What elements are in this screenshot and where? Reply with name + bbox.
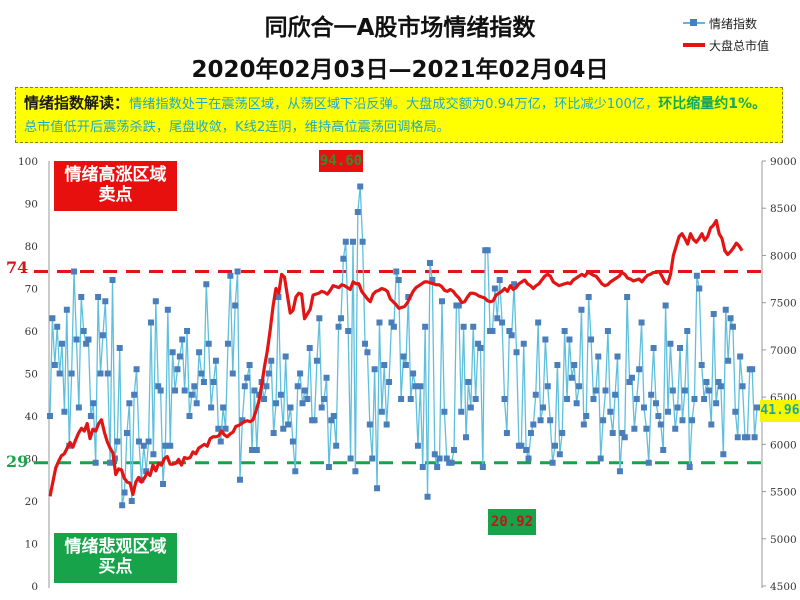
red-line-icon — [683, 43, 705, 47]
note-label: 情绪指数解读： — [24, 94, 130, 112]
sentiment-markers — [47, 183, 760, 509]
svg-text:5500: 5500 — [770, 487, 797, 499]
high-zone-action: 卖点 — [98, 185, 133, 205]
legend-item-sentiment: 情绪指数 — [683, 12, 769, 34]
note-highlight: 环比缩量约1%。 — [658, 96, 767, 112]
svg-text:4500: 4500 — [770, 581, 797, 593]
interpretation-note: 情绪指数解读：情绪指数处于在震荡区域，从荡区域下沿反弹。大盘成交额为0.94万亿… — [15, 87, 783, 143]
svg-text:7000: 7000 — [770, 345, 797, 357]
svg-text:20: 20 — [25, 496, 38, 508]
legend-item-market-cap: 大盘总市值 — [683, 34, 769, 56]
low-level-label: 29 — [6, 452, 29, 471]
market-cap-line — [48, 218, 744, 497]
low-zone-action: 买点 — [98, 557, 133, 577]
svg-text:7500: 7500 — [770, 298, 797, 310]
svg-text:0: 0 — [31, 581, 38, 593]
svg-text:60: 60 — [25, 326, 38, 338]
high-zone-title: 情绪高涨区域 — [64, 165, 167, 185]
legend-label-sentiment: 情绪指数 — [709, 16, 758, 31]
latest-value-tag: 41.96 — [760, 400, 800, 422]
svg-text:90: 90 — [25, 199, 38, 211]
low-zone-title: 情绪悲观区域 — [64, 537, 167, 557]
high-level-label: 74 — [6, 258, 29, 277]
svg-text:8500: 8500 — [770, 203, 797, 215]
chart-subtitle: 2020年02月03日—2021年02月04日 — [191, 57, 609, 83]
svg-text:6000: 6000 — [770, 439, 797, 451]
svg-text:70: 70 — [25, 284, 38, 296]
line-marker-icon — [683, 19, 705, 26]
svg-text:80: 80 — [25, 241, 38, 253]
trough-value-tag: 20.92 — [488, 509, 536, 535]
svg-text:8000: 8000 — [770, 250, 797, 262]
svg-text:10: 10 — [25, 539, 38, 551]
svg-text:9000: 9000 — [770, 156, 797, 168]
svg-text:5000: 5000 — [770, 534, 797, 546]
chart-title: 同欣合一A股市场情绪指数 — [264, 15, 536, 41]
svg-text:40: 40 — [25, 411, 38, 423]
svg-text:50: 50 — [25, 369, 38, 381]
high-zone-label: 情绪高涨区域 卖点 — [54, 161, 177, 211]
peak-value-tag: 94.60 — [319, 150, 363, 172]
svg-text:100: 100 — [18, 156, 38, 168]
legend-label-market-cap: 大盘总市值 — [709, 38, 770, 53]
low-zone-label: 情绪悲观区域 买点 — [54, 533, 177, 583]
note-text-1: 情绪指数处于在震荡区域，从荡区域下沿反弹。大盘成交额为0.94万亿，环比减少10… — [129, 97, 659, 112]
legend: 情绪指数 大盘总市值 — [683, 12, 769, 56]
note-text-2: 总市值低开后震荡杀跌，尾盘收敛，K线2连阴，维持高位震荡回调格局。 — [24, 120, 450, 135]
